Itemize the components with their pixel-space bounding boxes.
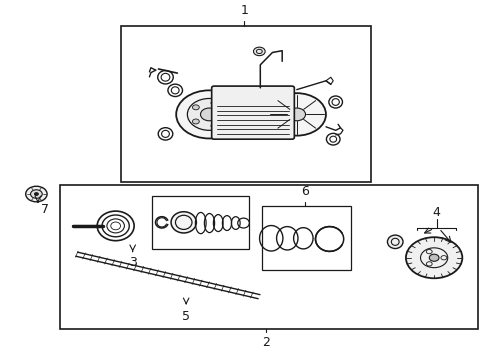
Text: 4: 4 (432, 206, 440, 219)
Bar (261, 206, 351, 270)
FancyBboxPatch shape (211, 86, 294, 139)
Ellipse shape (171, 212, 196, 233)
Circle shape (210, 100, 217, 105)
Circle shape (200, 108, 218, 121)
Circle shape (176, 90, 242, 139)
Bar (60, 185, 477, 329)
Circle shape (253, 47, 264, 56)
Circle shape (210, 123, 217, 128)
Circle shape (287, 108, 305, 121)
Circle shape (30, 190, 42, 198)
Circle shape (192, 119, 199, 124)
Text: 1: 1 (240, 4, 248, 17)
Text: 2: 2 (262, 336, 270, 349)
Circle shape (34, 193, 38, 195)
Text: 3: 3 (128, 256, 136, 269)
FancyArrowPatch shape (158, 69, 177, 73)
Text: 5: 5 (182, 310, 190, 323)
Circle shape (222, 112, 229, 117)
Text: 7: 7 (41, 203, 49, 216)
Circle shape (405, 237, 461, 278)
Circle shape (192, 105, 199, 110)
Circle shape (26, 186, 47, 202)
Circle shape (267, 93, 325, 136)
Circle shape (187, 99, 231, 130)
Circle shape (428, 254, 438, 261)
Ellipse shape (386, 235, 402, 248)
Bar (120, 26, 370, 182)
Text: 6: 6 (301, 185, 308, 198)
Bar (152, 196, 249, 249)
